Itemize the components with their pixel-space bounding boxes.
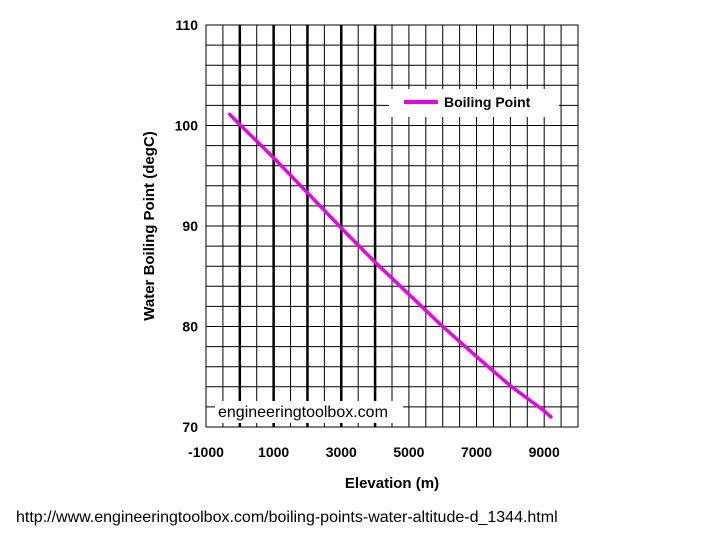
y-axis-title: Water Boiling Point (degC) — [141, 131, 158, 320]
x-tick-label: 1000 — [258, 444, 289, 460]
x-axis-title: Elevation (m) — [345, 475, 439, 492]
source-url[interactable]: http://www.engineeringtoolbox.com/boilin… — [16, 509, 558, 526]
x-tick-label: -1000 — [188, 444, 224, 460]
x-tick-label: 3000 — [326, 444, 357, 460]
grid-lines — [206, 25, 578, 427]
y-tick-label: 80 — [182, 319, 198, 335]
y-tick-label: 70 — [182, 419, 198, 435]
y-tick-label: 90 — [182, 218, 198, 234]
y-tick-label: 110 — [175, 17, 198, 33]
x-tick-labels: -1000 1000 3000 5000 7000 9000 — [188, 444, 560, 460]
y-tick-label: 100 — [175, 118, 199, 134]
watermark: engineeringtoolbox.com — [218, 404, 388, 421]
legend: Boiling Point — [389, 89, 559, 117]
y-tick-labels: 70 80 90 100 110 — [175, 17, 199, 435]
plot-border — [205, 24, 579, 428]
x-tick-label: 7000 — [461, 444, 492, 460]
watermark-bg — [215, 401, 403, 423]
series-line-boiling-point — [227, 112, 553, 419]
watermark-group: engineeringtoolbox.com — [215, 401, 403, 423]
legend-label: Boiling Point — [444, 94, 531, 110]
x-tick-label: 9000 — [529, 444, 560, 460]
x-tick-label: 5000 — [393, 444, 424, 460]
